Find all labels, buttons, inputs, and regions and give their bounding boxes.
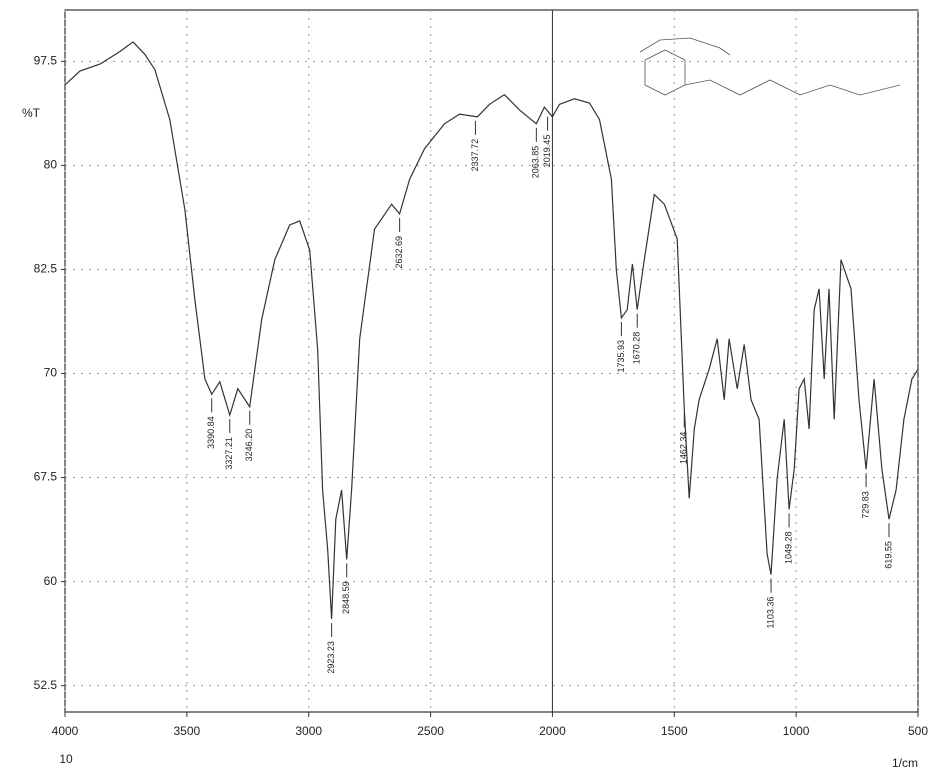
- x-tick-label: 4000: [52, 724, 79, 738]
- spectrum-line: [64, 41, 919, 620]
- y-tick-label: 52.5: [34, 678, 58, 692]
- x-tick-label: 2500: [417, 724, 444, 738]
- y-tick-label: 97.5: [34, 54, 58, 68]
- y-axis-label: %T: [22, 106, 41, 120]
- peak-label: 1049.28: [783, 531, 793, 564]
- peak-label: 1103.36: [765, 597, 775, 629]
- peak-label: 619.55: [883, 541, 893, 569]
- peak-label: 1670.28: [632, 332, 642, 365]
- y-tick-label: 80: [44, 158, 58, 172]
- x-tick-label: 3000: [295, 724, 322, 738]
- plot-frame: [64, 9, 919, 713]
- x-tick-label: 1000: [783, 724, 810, 738]
- y-tick-label: 70: [44, 366, 58, 380]
- x-axis-sublabel: 10: [59, 752, 73, 766]
- peak-label: 729.83: [860, 491, 870, 519]
- x-tick-label: 3500: [174, 724, 201, 738]
- peak-label: 2632.69: [394, 236, 404, 269]
- peak-label: 2019.45: [542, 135, 552, 168]
- peak-label: 3390.84: [206, 416, 216, 449]
- y-tick-label: 82.5: [34, 262, 58, 276]
- x-tick-label: 500: [908, 724, 928, 738]
- peak-label: 2063.85: [531, 146, 541, 179]
- peak-label: 1462.34: [679, 432, 689, 465]
- x-axis-label: 1/cm: [892, 756, 918, 770]
- peak-label: 2848.59: [341, 581, 351, 614]
- y-tick-label: 67.5: [34, 470, 58, 484]
- x-tick-label: 2000: [539, 724, 566, 738]
- peak-label: 1735.93: [616, 340, 626, 373]
- peak-label: 3327.21: [224, 437, 234, 470]
- peak-label: 3246.20: [244, 429, 254, 462]
- x-tick-label: 1500: [661, 724, 688, 738]
- y-tick-label: 60: [44, 574, 58, 588]
- peak-label: 2337.72: [470, 139, 480, 172]
- peak-label: 2923.23: [326, 641, 336, 674]
- structure-sketch: [639, 37, 901, 96]
